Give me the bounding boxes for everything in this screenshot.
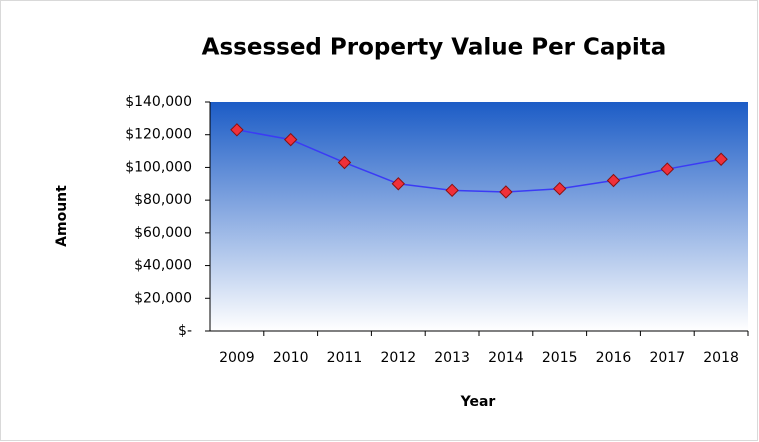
- data-point: [499, 185, 513, 199]
- data-point: [337, 155, 352, 170]
- x-tick-label: 2011: [327, 350, 363, 366]
- x-tick-label: 2014: [488, 350, 524, 366]
- x-tick-label: 2010: [273, 350, 309, 366]
- data-point: [445, 183, 459, 198]
- series-line: [236, 129, 722, 193]
- y-axis-label: Amount: [54, 185, 70, 247]
- data-point: [283, 132, 298, 147]
- data-point: [660, 162, 675, 176]
- x-tick-label: 2015: [542, 350, 578, 366]
- x-axis-label: Year: [460, 394, 496, 410]
- plot-area: [210, 102, 748, 331]
- y-tick-label: $40,000: [134, 258, 192, 274]
- data-point: [391, 177, 406, 191]
- data-point: [714, 152, 728, 166]
- chart-title: Assessed Property Value Per Capita: [202, 35, 667, 61]
- x-tick-label: 2016: [596, 350, 632, 366]
- x-tick-label: 2009: [219, 350, 255, 366]
- x-tick-label: 2018: [703, 350, 739, 366]
- y-tick-label: $80,000: [134, 192, 192, 208]
- y-tick-label: $100,000: [125, 159, 192, 175]
- y-tick-label: $60,000: [134, 225, 192, 241]
- y-tick-label: $140,000: [125, 94, 192, 110]
- x-tick-label: 2017: [649, 350, 685, 366]
- y-tick-label: $-: [178, 323, 192, 339]
- y-tick-label: $20,000: [134, 290, 192, 306]
- data-point: [230, 123, 244, 137]
- data-point: [552, 181, 567, 196]
- x-tick-label: 2012: [380, 350, 416, 366]
- y-tick-label: $120,000: [125, 127, 192, 143]
- data-point: [606, 173, 621, 188]
- x-tick-label: 2013: [434, 350, 470, 366]
